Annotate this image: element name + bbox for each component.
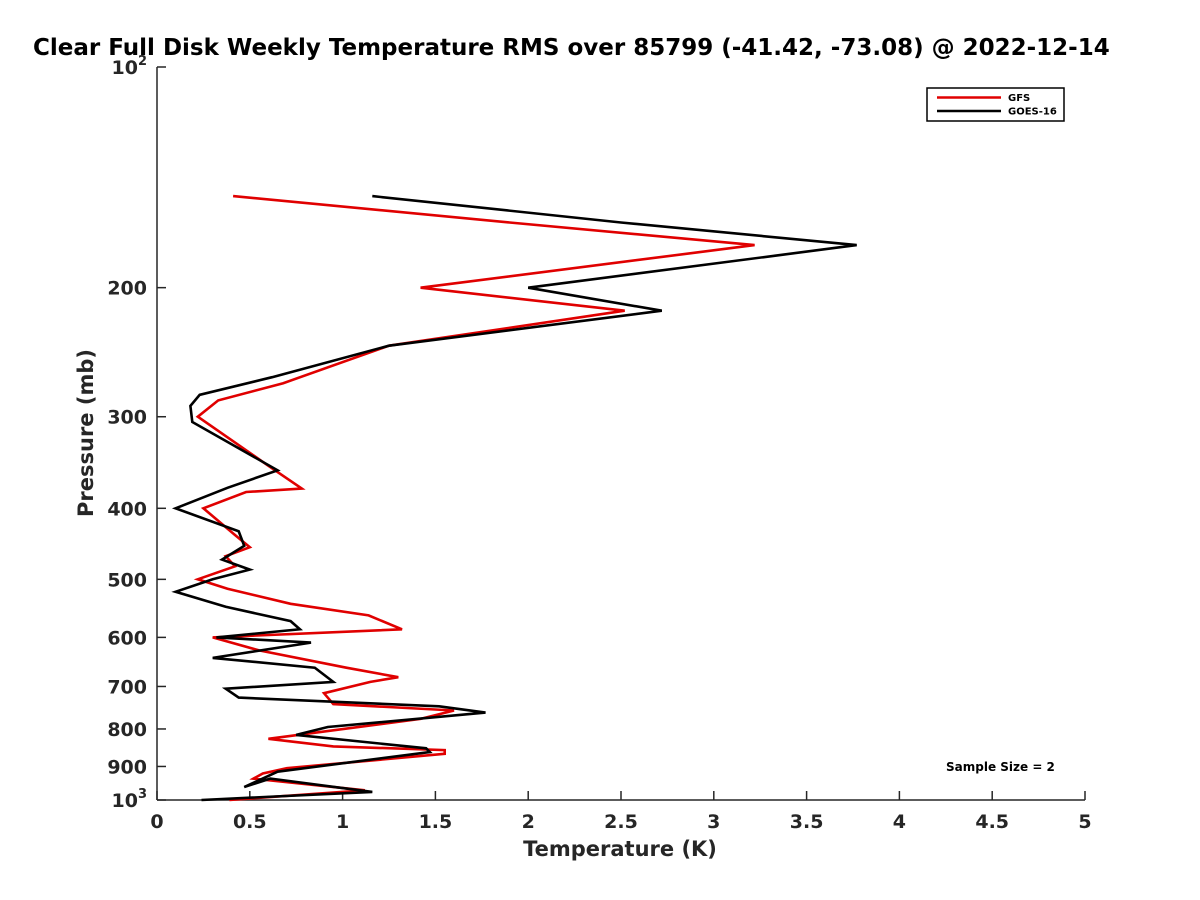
series-line-goes16	[171, 194, 857, 802]
x-tick-label: 1	[336, 811, 349, 833]
x-tick-label: 1.5	[419, 811, 453, 833]
legend-label-gfs: GFS	[1008, 93, 1030, 104]
legend: GFS GOES-16	[926, 87, 1065, 122]
series-line-gfs	[193, 194, 755, 802]
x-tick-label: 0	[150, 811, 163, 833]
x-tick-label: 4	[893, 811, 906, 833]
x-tick-label: 2	[522, 811, 535, 833]
x-tick-label: 3	[707, 811, 720, 833]
y-tick-label: 600	[107, 627, 147, 649]
legend-box	[926, 87, 1065, 122]
y-tick-label: 200	[107, 278, 147, 300]
x-tick-label: 3.5	[790, 811, 824, 833]
series-layer	[171, 194, 857, 802]
x-tick-label: 5	[1078, 811, 1091, 833]
y-tick-label: 900	[107, 756, 147, 778]
axes: 0 0.5 1 1.5 2 2.5 3 3.5 4 4.5 5 102 200 300 400 500 600 7…	[107, 54, 1091, 833]
y-tick-label: 102	[112, 54, 148, 79]
x-tick-label: 0.5	[233, 811, 267, 833]
y-tick-label: 103	[112, 787, 148, 812]
y-axis-label: Pressure (mb)	[74, 349, 98, 517]
y-tick-label: 800	[107, 719, 147, 741]
y-tick-label: 700	[107, 676, 147, 698]
chart-title: Clear Full Disk Weekly Temperature RMS o…	[33, 35, 1110, 61]
y-tick-label: 300	[107, 407, 147, 429]
y-tick-label: 500	[107, 569, 147, 591]
x-tick-label: 4.5	[975, 811, 1009, 833]
x-tick-label: 2.5	[604, 811, 638, 833]
sample-size-annotation: Sample Size = 2	[946, 760, 1055, 774]
x-axis-label: Temperature (K)	[523, 837, 717, 861]
y-tick-label: 400	[107, 498, 147, 520]
legend-label-goes16: GOES-16	[1008, 107, 1057, 118]
